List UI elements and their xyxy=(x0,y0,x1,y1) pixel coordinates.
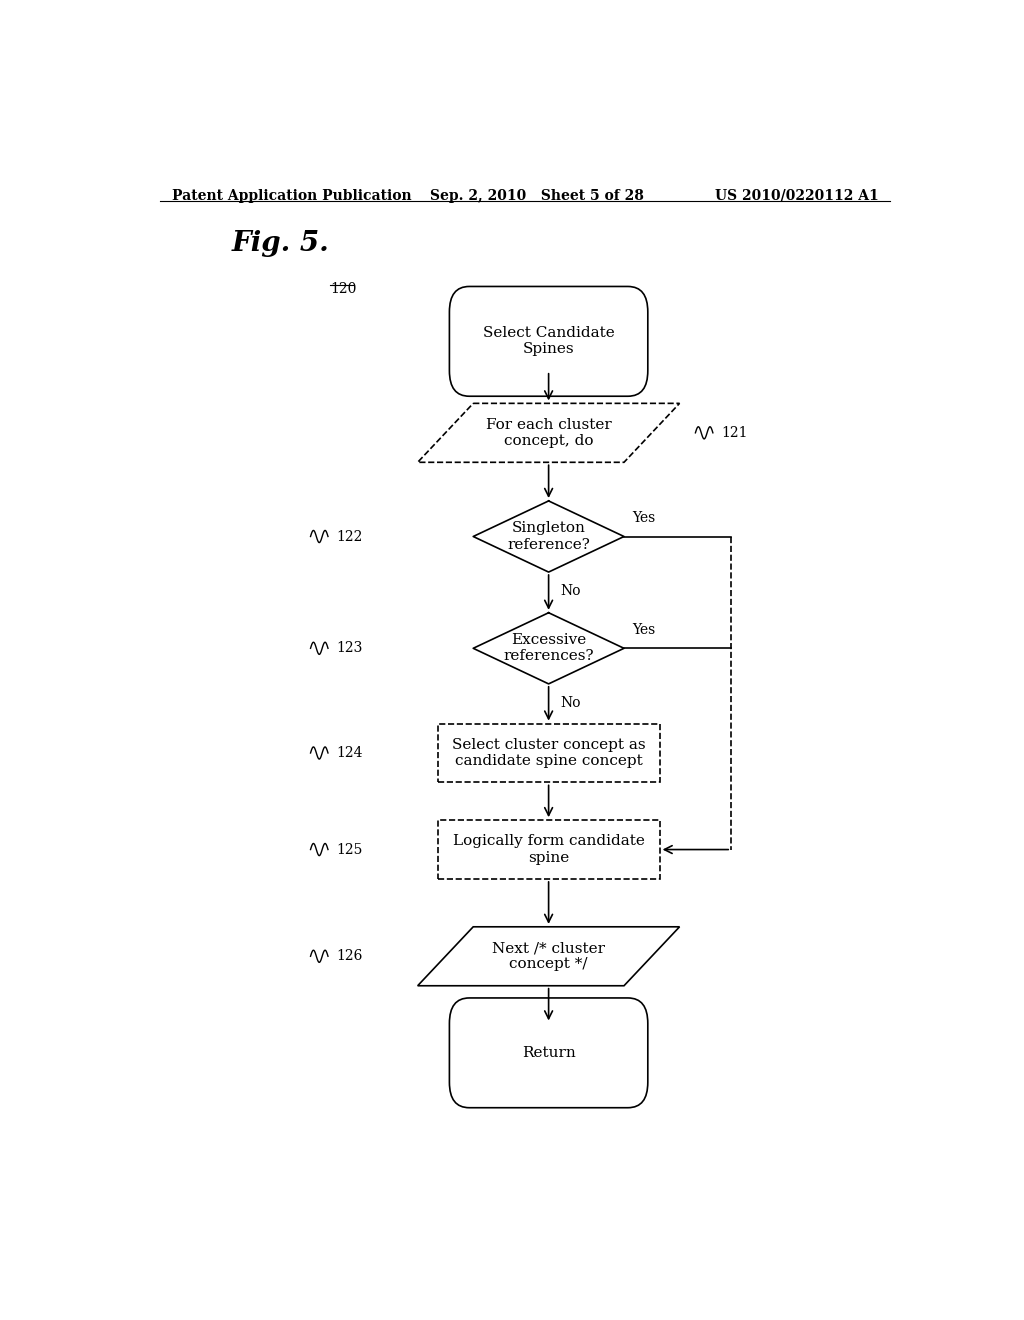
Text: Next /* cluster
concept */: Next /* cluster concept */ xyxy=(493,941,605,972)
Text: 124: 124 xyxy=(336,746,362,760)
FancyBboxPatch shape xyxy=(450,998,648,1107)
Text: 126: 126 xyxy=(336,949,362,964)
Text: Singleton
reference?: Singleton reference? xyxy=(507,521,590,552)
Text: Logically form candidate
spine: Logically form candidate spine xyxy=(453,834,644,865)
Text: US 2010/0220112 A1: US 2010/0220112 A1 xyxy=(715,189,879,203)
Bar xyxy=(437,820,659,879)
Polygon shape xyxy=(473,612,624,684)
Polygon shape xyxy=(473,500,624,572)
Text: Select cluster concept as
candidate spine concept: Select cluster concept as candidate spin… xyxy=(452,738,645,768)
Text: 121: 121 xyxy=(721,426,748,440)
Text: Patent Application Publication: Patent Application Publication xyxy=(172,189,412,203)
Text: Fig. 5.: Fig. 5. xyxy=(231,230,329,256)
Text: Yes: Yes xyxy=(632,511,655,525)
Text: 125: 125 xyxy=(336,842,362,857)
Text: For each cluster
concept, do: For each cluster concept, do xyxy=(485,417,611,447)
Text: Excessive
references?: Excessive references? xyxy=(503,634,594,664)
Bar xyxy=(437,723,659,783)
Text: No: No xyxy=(560,696,581,710)
Text: No: No xyxy=(560,585,581,598)
Text: Return: Return xyxy=(522,1045,575,1060)
Text: 122: 122 xyxy=(336,529,362,544)
FancyBboxPatch shape xyxy=(450,286,648,396)
Text: Select Candidate
Spines: Select Candidate Spines xyxy=(482,326,614,356)
Text: 120: 120 xyxy=(331,282,356,297)
Text: Sep. 2, 2010   Sheet 5 of 28: Sep. 2, 2010 Sheet 5 of 28 xyxy=(430,189,643,203)
Text: 123: 123 xyxy=(336,642,362,655)
Polygon shape xyxy=(418,404,680,462)
Polygon shape xyxy=(418,927,680,986)
Text: Yes: Yes xyxy=(632,623,655,638)
